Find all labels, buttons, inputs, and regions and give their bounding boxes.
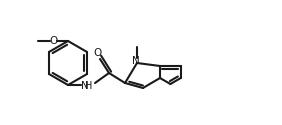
Text: H: H [85,81,93,91]
Text: N: N [132,56,140,66]
Text: O: O [94,48,102,58]
Text: N: N [81,81,89,91]
Text: O: O [50,36,58,46]
